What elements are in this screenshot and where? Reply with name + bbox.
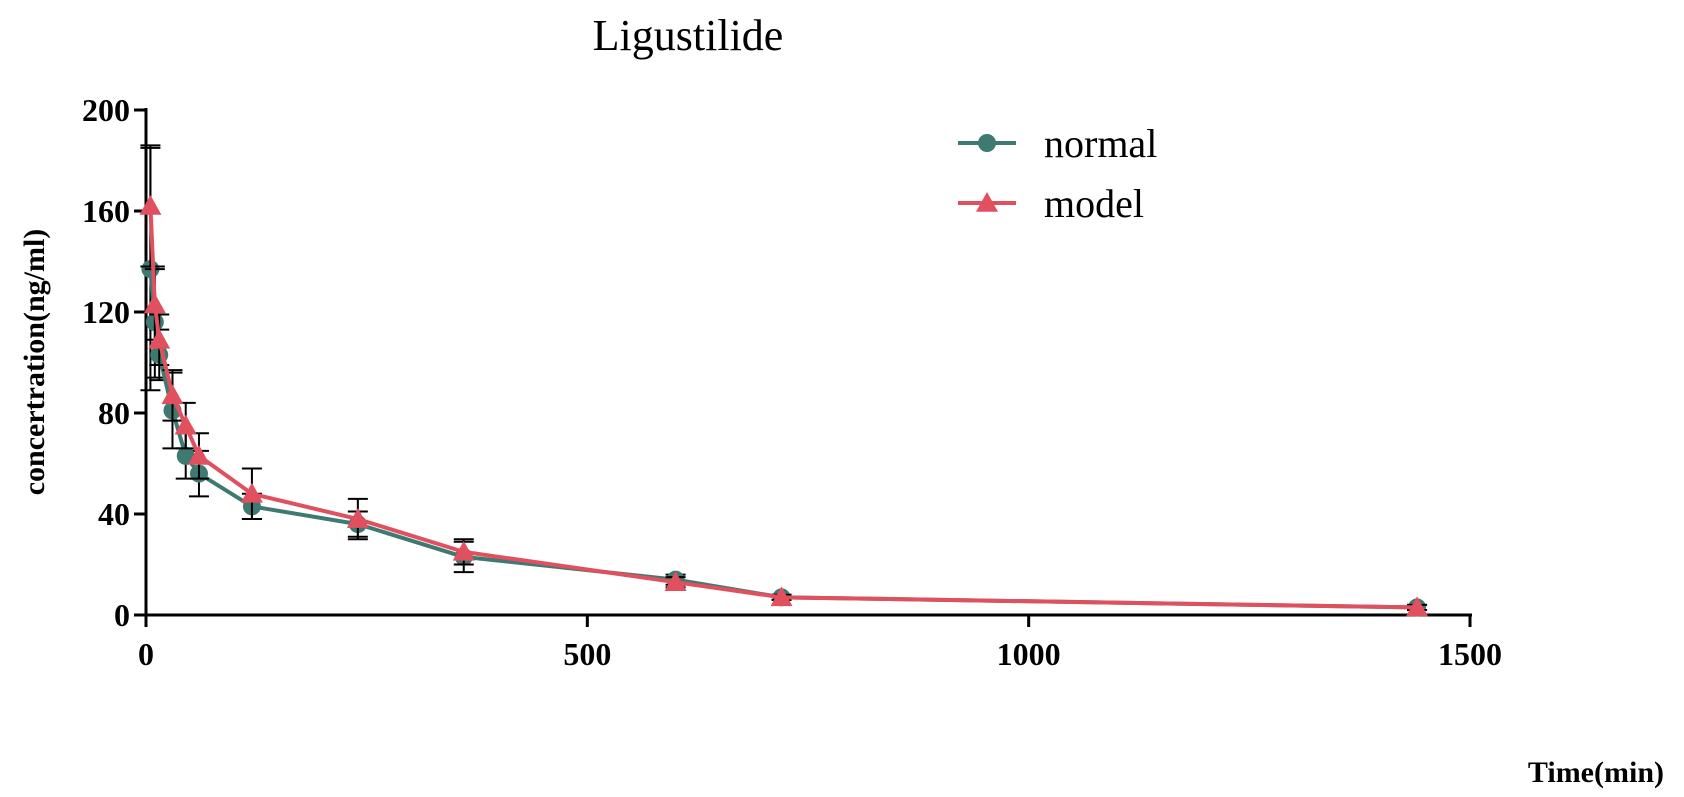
data-point — [452, 540, 475, 561]
series-normal — [140, 146, 1428, 617]
y-axis-label: concertration(ng/ml) — [18, 229, 51, 496]
data-point — [187, 444, 210, 465]
series-line — [148, 205, 1418, 610]
x-axis-label: Time(min) — [1528, 756, 1664, 789]
axes — [144, 108, 1472, 617]
data-point — [770, 586, 793, 607]
legend-marker — [978, 134, 996, 152]
chart-title: Ligustilide — [593, 11, 784, 60]
y-axis-ticks: 0 40 80 120 160 200 — [82, 92, 146, 633]
legend: normal model — [958, 121, 1157, 226]
series-layer — [139, 144, 1429, 617]
x-tick-label: 500 — [563, 636, 611, 672]
y-tick-label: 80 — [98, 395, 130, 431]
x-tick-label: 1500 — [1438, 636, 1502, 672]
legend-marker — [976, 192, 998, 212]
x-tick-label: 1000 — [997, 636, 1061, 672]
data-point — [174, 414, 197, 435]
y-tick-label: 40 — [98, 496, 130, 532]
data-point — [139, 194, 162, 215]
legend-label: normal — [1044, 121, 1157, 166]
data-point — [240, 482, 263, 503]
series-model — [139, 144, 1429, 617]
data-point — [161, 384, 184, 405]
data-point — [148, 328, 171, 349]
data-point — [664, 571, 687, 591]
y-tick-label: 200 — [82, 92, 130, 128]
y-tick-label: 0 — [114, 597, 130, 633]
data-point — [1406, 596, 1429, 617]
legend-label: model — [1044, 181, 1144, 226]
x-axis-ticks: 0 500 1000 1500 — [138, 615, 1502, 672]
y-tick-label: 160 — [82, 193, 130, 229]
legend-item-normal: normal — [958, 121, 1157, 166]
x-tick-label: 0 — [138, 636, 154, 672]
series-line — [148, 268, 1418, 610]
data-point — [176, 446, 195, 465]
y-tick-label: 120 — [82, 294, 130, 330]
data-point — [143, 293, 166, 314]
legend-item-model: model — [958, 181, 1144, 226]
data-point — [346, 508, 369, 528]
